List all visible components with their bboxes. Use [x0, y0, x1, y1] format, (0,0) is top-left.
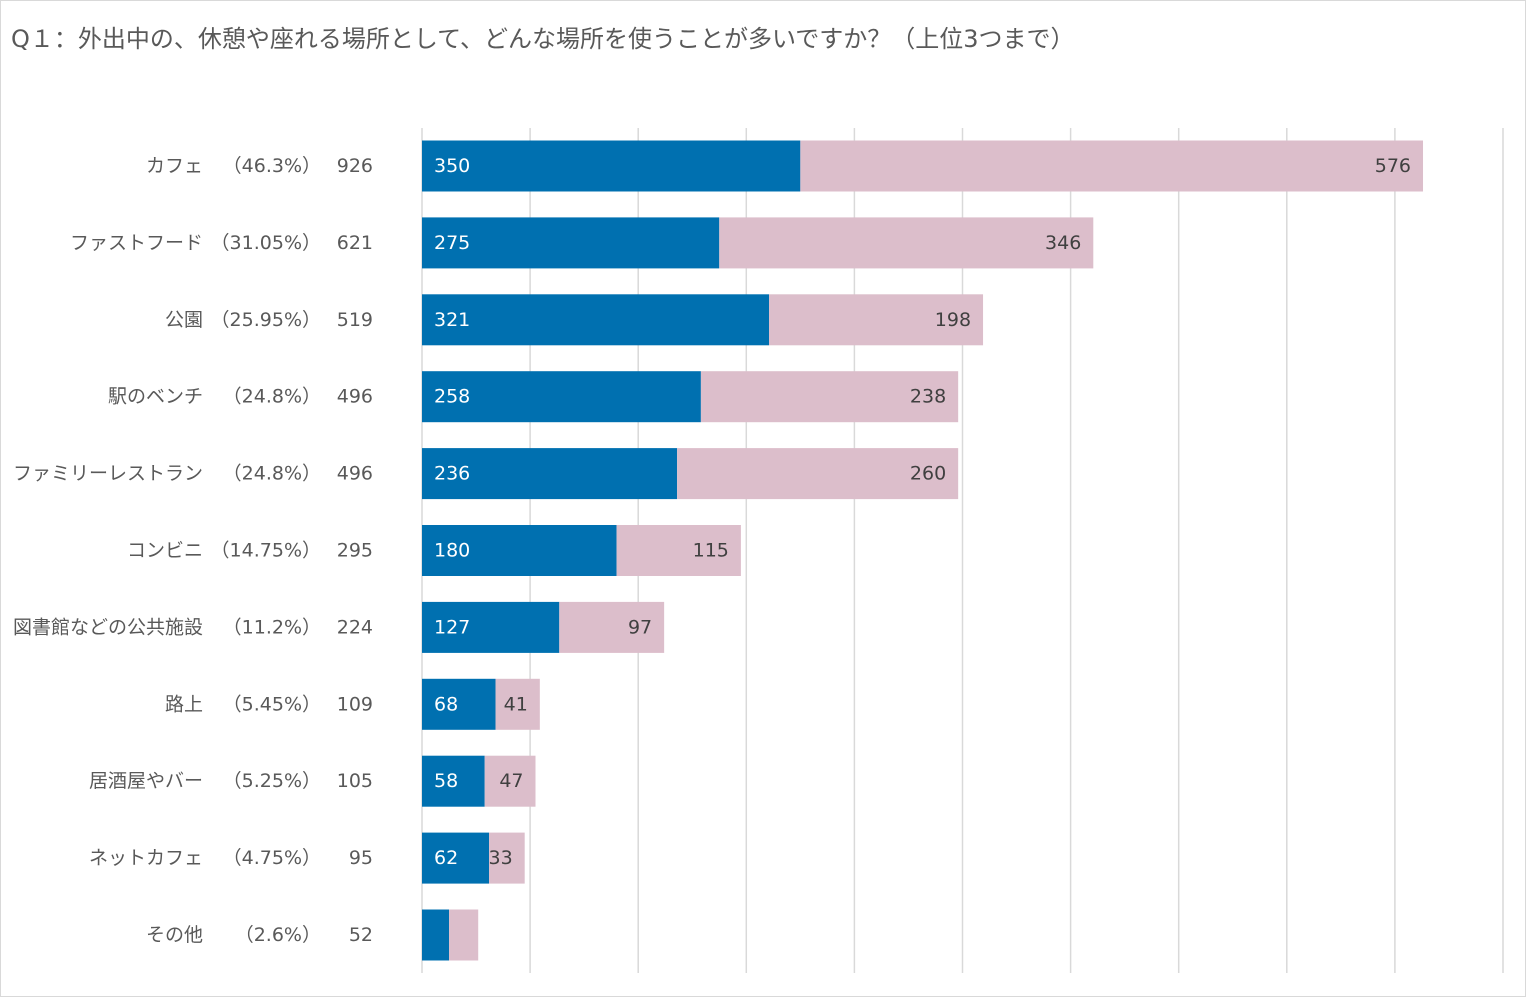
data-label-series-1: 68: [434, 693, 458, 715]
bars: 350 576 275 346 321 198 258 238 236 260 180 115 127 9…: [422, 140, 1424, 961]
category-label: カフェ: [146, 155, 203, 177]
data-label-series-2: 238: [910, 386, 946, 408]
bar-series-2: [616, 525, 741, 576]
bar-series-2: [800, 140, 1424, 192]
percent-label: （2.6%）: [235, 924, 321, 946]
bar-series-2: [677, 448, 959, 500]
category-label: 図書館などの公共施設: [13, 616, 203, 638]
data-label-series-2: 33: [489, 847, 513, 869]
bar-series-1: [422, 217, 720, 269]
bar-series-2: [719, 217, 1094, 269]
percent-label: （5.25%）: [223, 770, 321, 792]
data-label-series-1: 127: [434, 616, 470, 638]
bar-series-1: [422, 755, 485, 807]
data-label-series-2: 97: [628, 616, 652, 638]
bar-series-2: [700, 371, 959, 423]
bar-series-1: [422, 448, 678, 500]
data-label-series-2: 260: [910, 463, 946, 485]
bar-series-2: [449, 909, 479, 961]
bar-series-1: [422, 678, 496, 730]
total-label: 52: [349, 924, 373, 946]
percent-label: （14.75%）: [211, 540, 321, 562]
bar-series-2: [559, 601, 665, 653]
total-label: 519: [337, 309, 373, 331]
data-label-series-1: 62: [434, 847, 458, 869]
category-label: その他: [146, 924, 203, 946]
category-label: ファミリーレストラン: [13, 463, 203, 485]
data-label-series-1: 321: [434, 309, 470, 331]
category-labels: カフェ （46.3%） 926 ファストフード （31.05%） 621 公園 （25.95%…: [13, 155, 373, 946]
percent-label: （24.8%）: [223, 463, 321, 485]
data-label-series-2: 115: [693, 540, 729, 562]
percent-label: （5.45%）: [223, 693, 321, 715]
category-label: 駅のベンチ: [108, 386, 203, 408]
percent-label: （31.05%）: [211, 232, 321, 254]
total-label: 105: [337, 770, 373, 792]
chart-title: Q１：外出中の、休憩や座れる場所として、どんな場所を使うことが多いですか？（上位…: [11, 25, 1075, 53]
gridlines: [421, 128, 1504, 973]
total-label: 109: [337, 693, 373, 715]
total-label: 621: [337, 232, 373, 254]
bar-series-1: [422, 294, 770, 346]
data-label-series-2: 576: [1375, 155, 1411, 177]
category-label: コンビニ: [127, 540, 203, 562]
percent-label: （4.75%）: [223, 847, 321, 869]
category-label: ファストフード: [70, 232, 203, 254]
data-label-series-2: 47: [499, 770, 523, 792]
bar-series-1: [422, 601, 560, 653]
total-label: 224: [337, 616, 373, 638]
percent-label: （11.2%）: [223, 616, 321, 638]
category-label: 公園: [165, 309, 203, 331]
data-label-series-1: 275: [434, 232, 470, 254]
bar-series-1: [422, 140, 801, 192]
total-label: 95: [349, 847, 373, 869]
data-label-series-2: 41: [504, 693, 528, 715]
bar-series-2: [484, 755, 536, 807]
data-label-series-2: 346: [1045, 232, 1081, 254]
bar-series-1: [422, 832, 490, 884]
bar-series-2: [495, 678, 540, 730]
bar-series-1: [422, 909, 450, 961]
total-label: 496: [337, 386, 373, 408]
percent-label: （25.95%）: [211, 309, 321, 331]
total-label: 295: [337, 540, 373, 562]
percent-label: （46.3%）: [223, 155, 321, 177]
data-label-series-1: 236: [434, 463, 470, 485]
total-label: 496: [337, 463, 373, 485]
total-label: 926: [337, 155, 373, 177]
percent-label: （24.8%）: [223, 386, 321, 408]
bar-series-2: [769, 294, 984, 346]
data-label-series-1: 350: [434, 155, 470, 177]
bar-series-1: [422, 525, 617, 576]
data-label-series-1: 58: [434, 770, 458, 792]
category-label: 居酒屋やバー: [89, 770, 203, 792]
category-label: ネットカフェ: [89, 847, 203, 869]
bar-series-1: [422, 371, 701, 423]
data-label-series-1: 180: [434, 540, 470, 562]
bar-series-2: [489, 832, 525, 884]
category-label: 路上: [165, 693, 203, 715]
data-label-series-1: 258: [434, 386, 470, 408]
data-label-series-2: 198: [935, 309, 971, 331]
